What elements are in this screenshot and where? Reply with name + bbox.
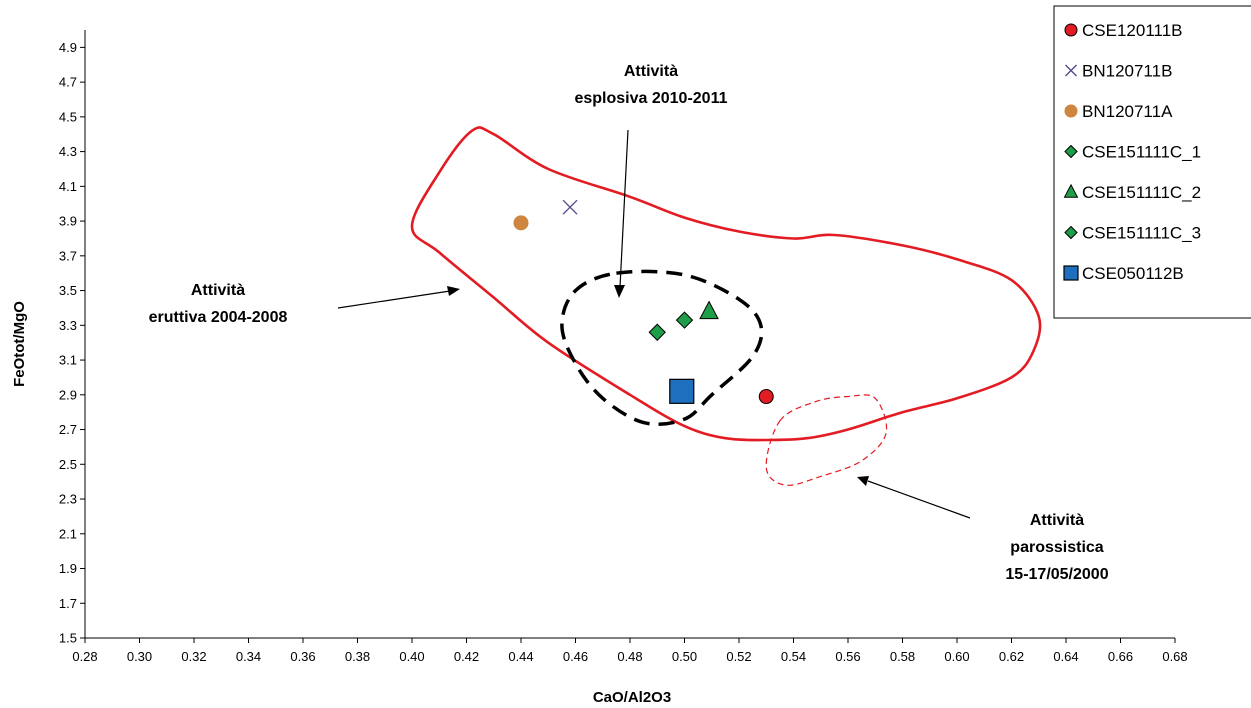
legend: CSE120111B BN120711B BN120711A CSE151111C_1… [1053, 5, 1251, 319]
legend-label: BN120711A [1082, 102, 1173, 121]
annotation-parossistica-line3: 15-17/05/2000 [1005, 566, 1108, 583]
x-tick-label: 0.56 [835, 649, 860, 664]
x-tick-label: 0.58 [890, 649, 915, 664]
x-tick-label: 0.32 [181, 649, 206, 664]
annotation-esplosiva-line2: esplosiva 2010-2011 [574, 90, 727, 107]
annotation-parossistica-line1: Attività [1030, 512, 1084, 529]
legend-marker [1063, 265, 1079, 281]
x-tick-label: 0.62 [999, 649, 1024, 664]
data-point-cse120111b [758, 389, 774, 405]
y-axis-title: FeOtot/MgO [11, 301, 28, 387]
y-tick-label: 2.5 [59, 457, 77, 472]
annotation-eruttiva-arrow [337, 290, 451, 309]
annotation-esplosiva: Attività esplosiva 2010-2011 [574, 63, 728, 298]
y-tick-label: 1.7 [59, 596, 77, 611]
annotation-eruttiva: Attività eruttiva 2004-2008 [149, 282, 460, 326]
y-tick-label: 4.1 [59, 179, 77, 194]
x-tick-label: 0.28 [72, 649, 97, 664]
annotation-esplosiva-arrowhead [614, 285, 625, 298]
data-point-cse151111c_2 [699, 300, 719, 320]
x-tick-label: 0.40 [399, 649, 424, 664]
field-parossistica-outline [765, 394, 888, 486]
annotation-esplosiva-line1: Attività [624, 63, 678, 80]
y-tick-label: 4.3 [59, 144, 77, 159]
x-tick-label: 0.36 [290, 649, 315, 664]
x-tick-label: 0.42 [454, 649, 479, 664]
x-tick-label: 0.50 [672, 649, 697, 664]
y-tick-label: 2.7 [59, 422, 77, 437]
y-tick-label: 4.5 [59, 109, 77, 124]
data-point-bn120711b [562, 199, 578, 215]
annotation-parossistica-line2: parossistica [1010, 539, 1103, 556]
x-tick-label: 0.44 [508, 649, 533, 664]
annotation-esplosiva-arrow [619, 129, 629, 288]
annotation-eruttiva-arrowhead [447, 286, 460, 296]
legend-marker [1064, 225, 1078, 240]
y-tick-label: 1.5 [59, 631, 77, 646]
x-tick-label: 0.54 [781, 649, 806, 664]
y-tick-label: 3.5 [59, 283, 77, 298]
y-tick-label: 3.1 [59, 353, 77, 368]
x-tick-label: 0.30 [127, 649, 152, 664]
x-tick-label: 0.46 [563, 649, 588, 664]
legend-label: CSE151111C_1 [1082, 143, 1201, 162]
data-point-bn120711a [513, 215, 529, 231]
legend-label: BN120711B [1082, 62, 1172, 81]
y-tick-label: 3.7 [59, 248, 77, 263]
annotation-eruttiva-line2: eruttiva 2004-2008 [149, 309, 288, 326]
x-tick-label: 0.66 [1108, 649, 1133, 664]
y-tick-label: 2.1 [59, 526, 77, 541]
legend-box [1053, 5, 1251, 319]
x-tick-label: 0.52 [726, 649, 751, 664]
legend-marker [1065, 64, 1077, 77]
y-tick-label: 2.3 [59, 492, 77, 507]
x-tick-label: 0.38 [345, 649, 370, 664]
x-tick-label: 0.64 [1053, 649, 1078, 664]
legend-marker [1064, 23, 1078, 37]
data-point-cse151111c_3 [675, 311, 694, 329]
y-tick-label: 4.9 [59, 40, 77, 55]
legend-label: CSE050112B [1082, 264, 1184, 283]
annotation-parossistica-arrow [867, 480, 971, 519]
x-stroke [1065, 64, 1077, 77]
legend-marker [1063, 183, 1079, 198]
x-tick-label: 0.34 [236, 649, 261, 664]
annotation-parossistica-arrowhead [857, 476, 869, 486]
legend-label: CSE120111B [1082, 21, 1183, 40]
x-tick-label: 0.68 [1162, 649, 1187, 664]
data-point-cse050112b [669, 378, 695, 404]
y-tick-label: 3.9 [59, 214, 77, 229]
legend-marker [1064, 144, 1078, 159]
x-axis-title: CaO/Al2O3 [593, 689, 671, 706]
annotation-eruttiva-line1: Attività [191, 282, 245, 299]
x-tick-label: 0.60 [944, 649, 969, 664]
data-point-cse151111c_1 [648, 323, 666, 341]
field-esplosiva-outline [560, 269, 764, 427]
field-eruttiva-outline [410, 126, 1042, 442]
y-tick-label: 1.9 [59, 561, 77, 576]
y-tick-label: 3.3 [59, 318, 77, 333]
x-tick-label: 0.48 [617, 649, 642, 664]
legend-label: CSE151111C_3 [1082, 224, 1201, 243]
annotation-parossistica: Attività parossistica 15-17/05/2000 [857, 476, 1109, 583]
x-stroke [562, 199, 578, 215]
y-tick-label: 2.9 [59, 387, 77, 402]
y-tick-label: 4.7 [59, 75, 77, 90]
legend-label: CSE151111C_2 [1082, 183, 1201, 202]
legend-marker [1064, 104, 1078, 118]
